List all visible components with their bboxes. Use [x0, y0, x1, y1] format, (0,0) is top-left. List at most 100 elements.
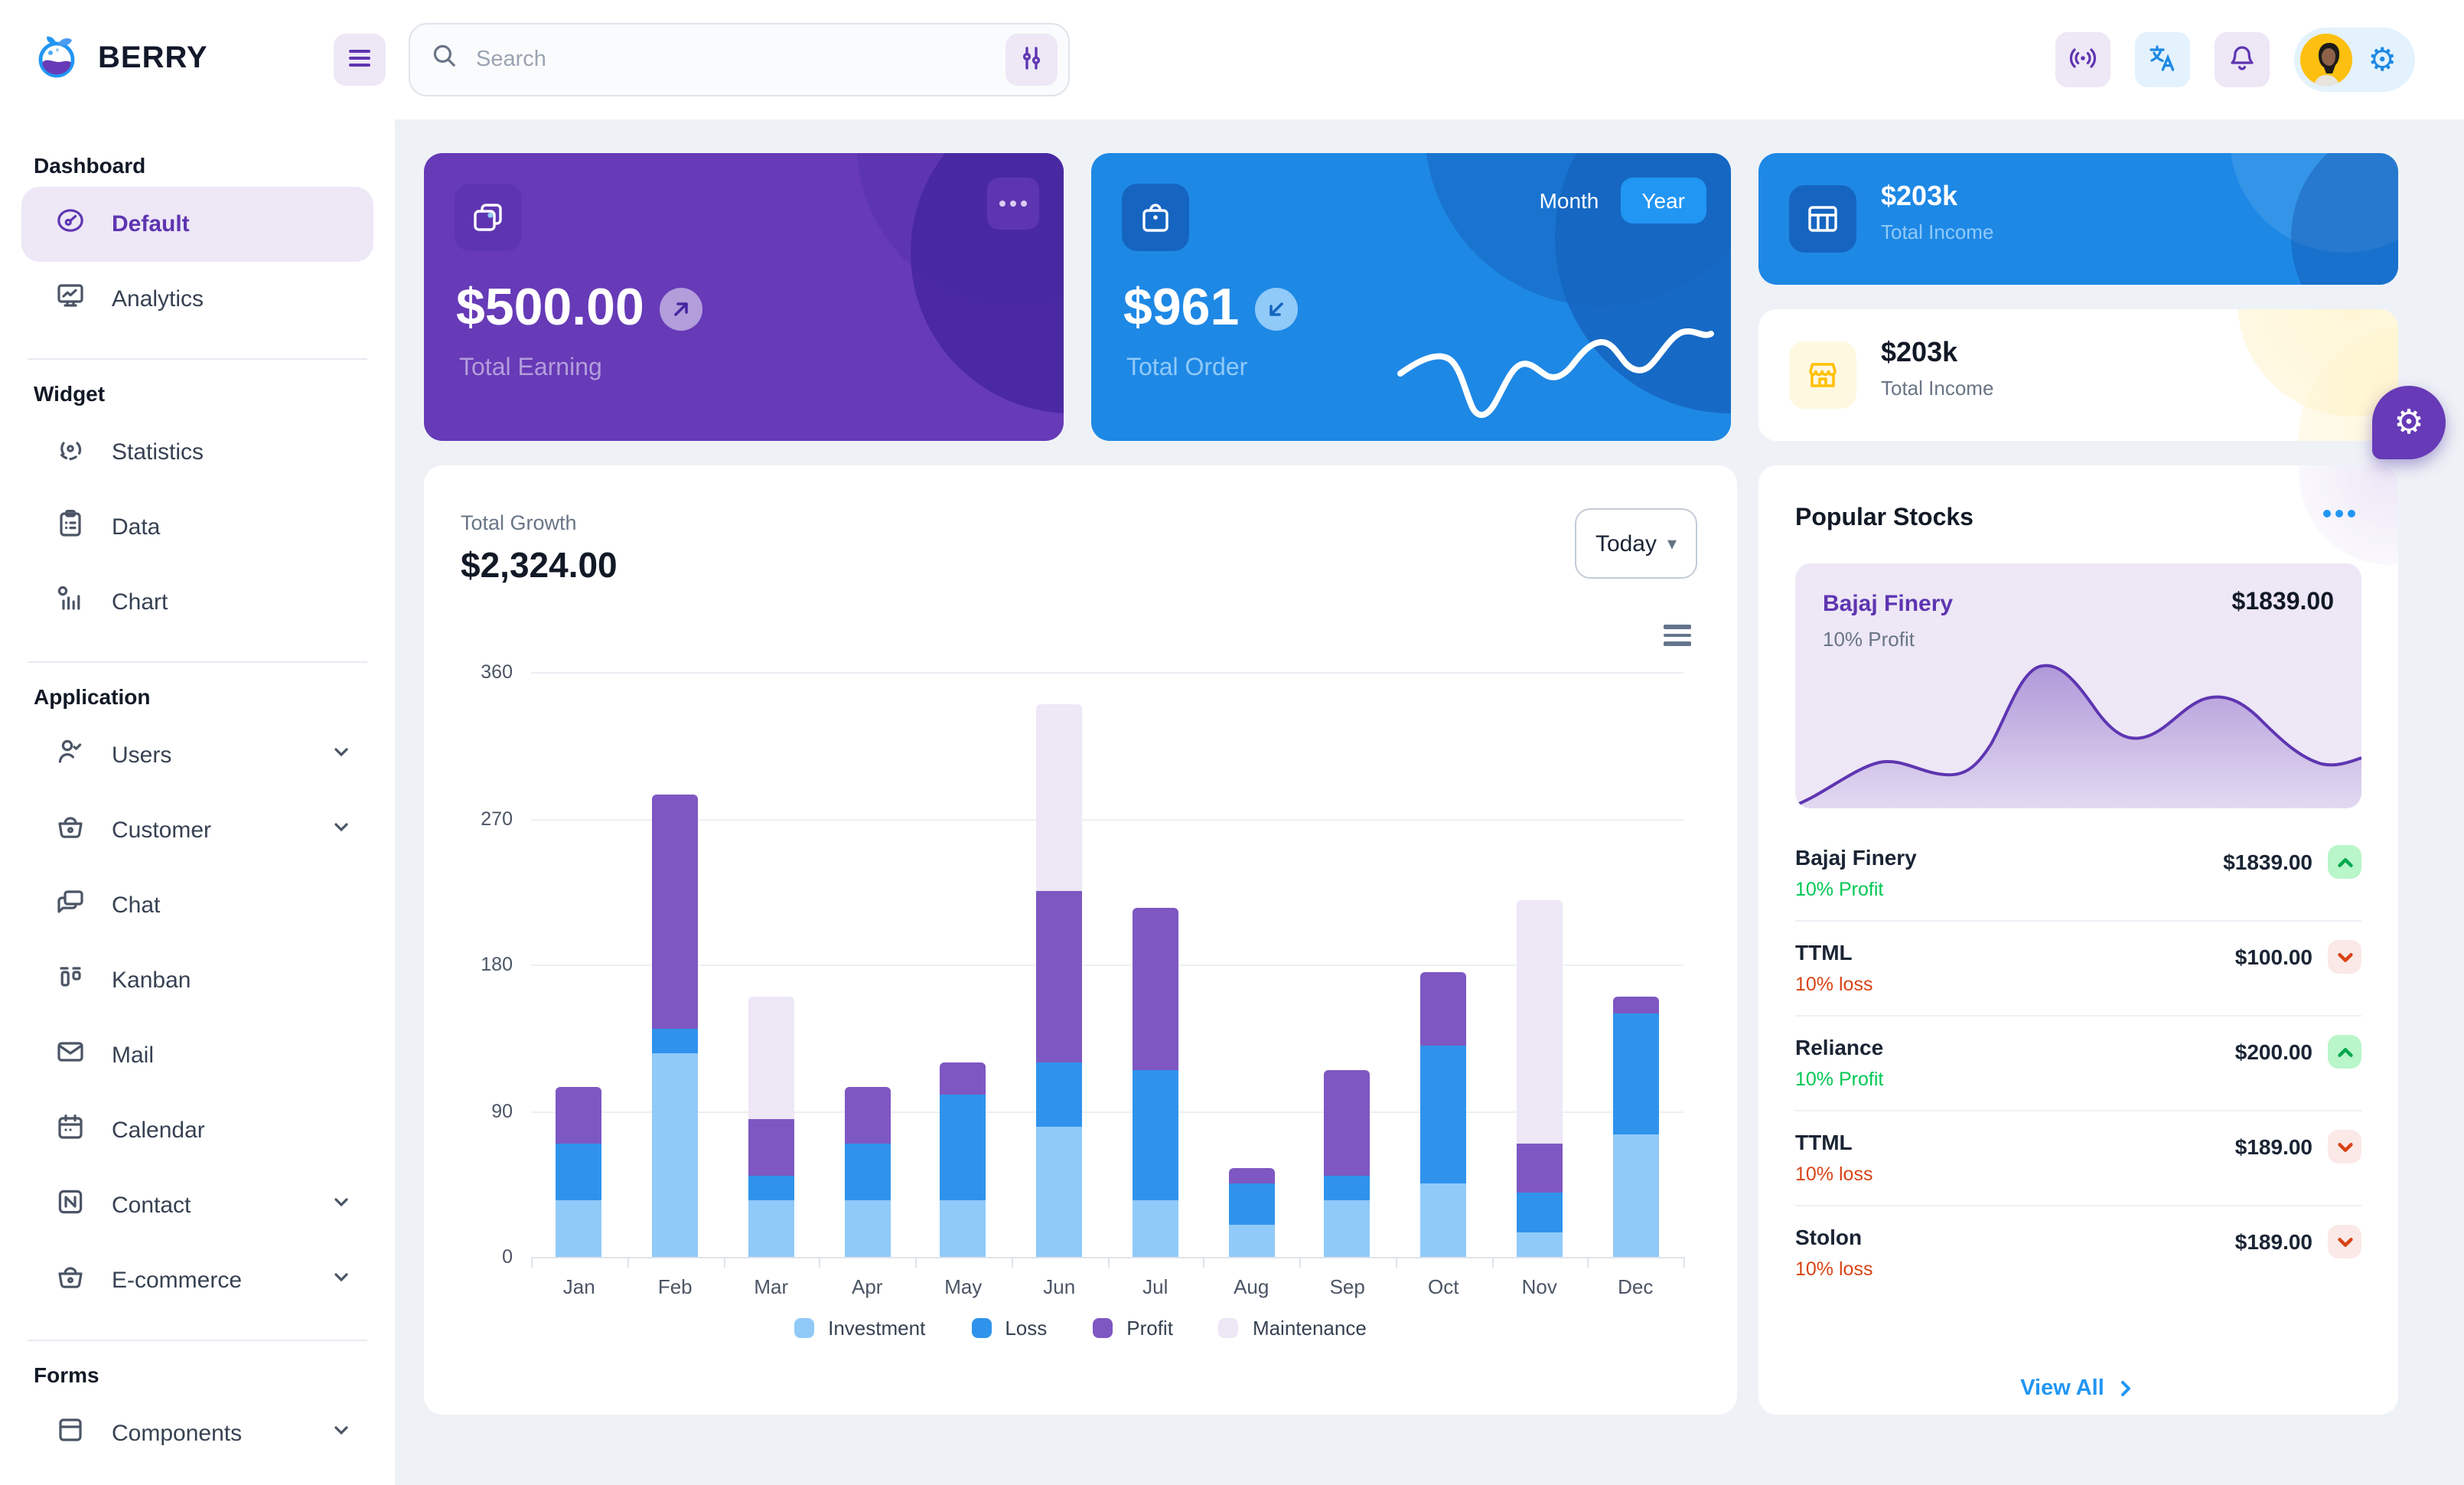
bar-jan-investment[interactable] [556, 1199, 602, 1257]
bar-may-loss[interactable] [940, 1094, 986, 1200]
bar-may-investment[interactable] [940, 1199, 986, 1257]
bar-nov-profit[interactable] [1516, 1143, 1563, 1193]
sidebar-item-contact[interactable]: Contact [21, 1168, 373, 1243]
bar-jan-profit[interactable] [556, 1086, 602, 1144]
bar-apr-loss[interactable] [844, 1143, 891, 1200]
stock-row[interactable]: Reliance 10% Profit $200.00 [1795, 1017, 2361, 1111]
legend-item-maintenance[interactable]: Maintenance [1218, 1317, 1367, 1340]
bar-jun-profit[interactable] [1036, 891, 1083, 1062]
sidebar-item-mail[interactable]: Mail [21, 1018, 373, 1093]
profile-menu-button[interactable]: ⚙ [2294, 28, 2415, 92]
sidebar-item-data[interactable]: Data [21, 490, 373, 565]
legend-item-loss[interactable]: Loss [971, 1317, 1047, 1340]
bar-oct-investment[interactable] [1420, 1183, 1467, 1257]
sidebar-item-default[interactable]: Default [21, 187, 373, 262]
featured-stock-card[interactable]: Bajaj Finery $1839.00 10% Profit [1795, 563, 2361, 808]
bar-jul-investment[interactable] [1132, 1199, 1178, 1257]
bar-mar-investment[interactable] [748, 1199, 794, 1257]
sidebar-item-customer[interactable]: Customer [21, 793, 373, 868]
range-select-button[interactable]: Today ▾ [1575, 508, 1697, 579]
earning-card-menu-button[interactable] [987, 178, 1039, 230]
bar-jul-loss[interactable] [1132, 1070, 1178, 1200]
chart-menu-icon[interactable] [1664, 625, 1691, 645]
search-settings-button[interactable] [1005, 34, 1058, 86]
bar-dec-profit[interactable] [1612, 997, 1659, 1013]
bar-aug-loss[interactable] [1228, 1183, 1275, 1225]
bar-mar-profit[interactable] [748, 1118, 794, 1176]
bar-aug-investment[interactable] [1228, 1224, 1275, 1257]
sidebar-item-users[interactable]: Users [21, 718, 373, 793]
income-table-icon [1789, 185, 1856, 253]
brand-logo[interactable]: BERRY [34, 31, 208, 87]
bar-jun-maintenance[interactable] [1036, 704, 1083, 892]
stock-price: $1839.00 [2223, 850, 2312, 874]
bar-nov-loss[interactable] [1516, 1192, 1563, 1233]
x-axis-tick [1587, 1257, 1589, 1268]
bar-nov-maintenance[interactable] [1516, 899, 1563, 1144]
bar-feb-loss[interactable] [652, 1029, 699, 1054]
bar-dec-loss[interactable] [1612, 1013, 1659, 1135]
theme-settings-fab[interactable]: ⚙ [2372, 386, 2446, 459]
stock-row[interactable]: TTML 10% loss $189.00 [1795, 1111, 2361, 1206]
shopping-basket-icon [55, 1261, 86, 1300]
bar-oct-loss[interactable] [1420, 1046, 1467, 1184]
year-toggle-button[interactable]: Year [1620, 178, 1706, 224]
search-input[interactable] [473, 46, 1005, 73]
bar-sep-profit[interactable] [1324, 1069, 1371, 1176]
bar-apr-profit[interactable] [844, 1086, 891, 1144]
stock-row[interactable]: Bajaj Finery 10% Profit $1839.00 [1795, 827, 2361, 922]
gridline [531, 1111, 1683, 1112]
sidebar-item-chart[interactable]: Chart [21, 565, 373, 640]
growth-value: $2,324.00 [461, 545, 618, 585]
language-button[interactable] [2135, 32, 2191, 87]
x-axis-tick [1011, 1257, 1013, 1268]
bar-sep-investment[interactable] [1324, 1199, 1371, 1257]
month-toggle-button[interactable]: Month [1524, 179, 1615, 222]
income-dark-value: $203k [1881, 181, 1958, 211]
sidebar-item-calendar[interactable]: Calendar [21, 1093, 373, 1168]
x-axis-tick [1395, 1257, 1397, 1268]
growth-bar-chart: 0 90 180 270 360 Jan Feb Mar Apr May Jun Jul Aug Sep O… [481, 661, 1685, 1298]
bar-may-profit[interactable] [940, 1062, 986, 1095]
sidebar-item-components[interactable]: Components [21, 1396, 373, 1471]
sidebar-item-analytics[interactable]: Analytics [21, 262, 373, 337]
bar-apr-investment[interactable] [844, 1199, 891, 1257]
stocks-title: Popular Stocks [1795, 505, 1973, 531]
bar-jan-loss[interactable] [556, 1143, 602, 1200]
bar-feb-profit[interactable] [652, 794, 699, 1030]
bar-oct-profit[interactable] [1420, 972, 1467, 1046]
bar-aug-profit[interactable] [1228, 1167, 1275, 1184]
sidebar-item-statistics[interactable]: Statistics [21, 415, 373, 490]
order-period-toggle: Month Year [1524, 178, 1706, 224]
sidebar-item-ecommerce[interactable]: E-commerce [21, 1243, 373, 1318]
bar-dec-investment[interactable] [1612, 1134, 1659, 1257]
legend-item-profit[interactable]: Profit [1093, 1317, 1173, 1340]
view-all-button[interactable]: View All [2011, 1375, 2146, 1402]
kanban-icon [55, 961, 86, 1000]
sidebar-item-chat[interactable]: Chat [21, 868, 373, 943]
stocks-menu-button[interactable] [2314, 508, 2365, 519]
chevron-down-icon [331, 1191, 352, 1220]
stock-price: $200.00 [2234, 1040, 2312, 1064]
stock-row[interactable]: Stolon 10% loss $189.00 [1795, 1206, 2361, 1300]
bar-mar-loss[interactable] [748, 1175, 794, 1200]
notifications-button[interactable] [2215, 32, 2270, 87]
bar-nov-investment[interactable] [1516, 1232, 1563, 1257]
stock-name: Reliance [1795, 1035, 1884, 1059]
bar-jul-profit[interactable] [1132, 907, 1178, 1070]
bar-sep-loss[interactable] [1324, 1175, 1371, 1200]
stock-row[interactable]: TTML 10% loss $100.00 [1795, 922, 2361, 1017]
sidebar-toggle-button[interactable] [334, 34, 386, 86]
storefront-icon [1789, 341, 1856, 409]
bar-jun-loss[interactable] [1036, 1062, 1083, 1128]
broadcast-button[interactable] [2055, 32, 2111, 87]
stock-name: TTML [1795, 940, 1853, 964]
sidebar-item-label: Calendar [112, 1118, 205, 1144]
bar-jun-investment[interactable] [1036, 1127, 1083, 1257]
bar-mar-maintenance[interactable] [748, 997, 794, 1119]
x-axis-tick [915, 1257, 917, 1268]
legend-item-investment[interactable]: Investment [794, 1317, 925, 1340]
sidebar-item-kanban[interactable]: Kanban [21, 943, 373, 1018]
bar-feb-investment[interactable] [652, 1053, 699, 1257]
